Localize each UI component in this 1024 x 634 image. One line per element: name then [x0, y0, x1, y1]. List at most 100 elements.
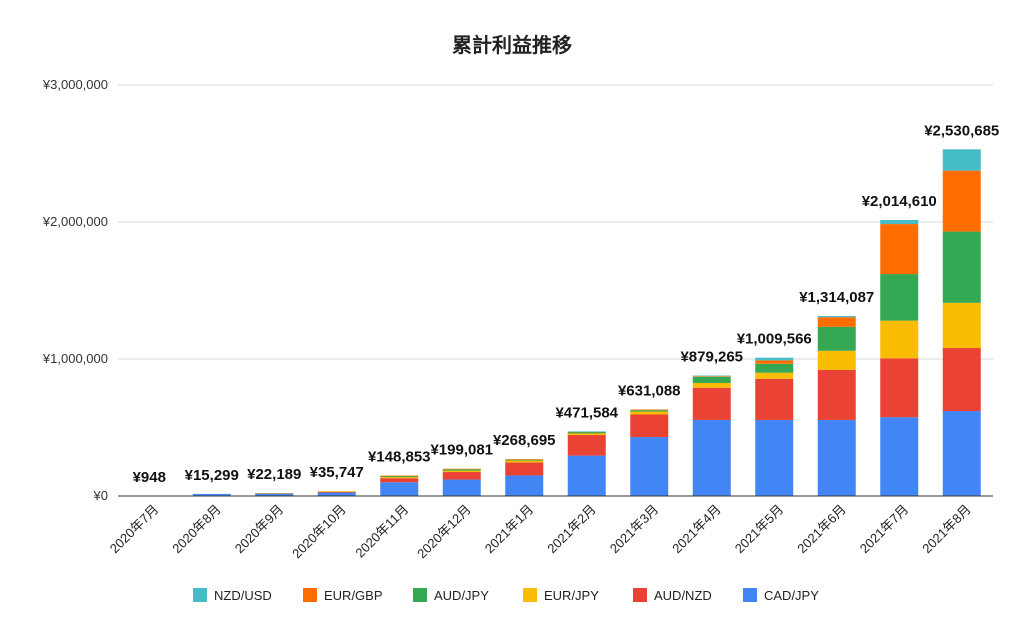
- y-tick-label: ¥1,000,000: [42, 351, 108, 366]
- total-label: ¥15,299: [185, 467, 239, 484]
- x-tick-label: 2021年7月: [857, 502, 912, 557]
- bar-segment: [817, 317, 856, 327]
- y-tick-label: ¥3,000,000: [42, 77, 108, 92]
- bar-segment: [255, 492, 294, 494]
- total-label: ¥879,265: [680, 349, 743, 366]
- x-tick-label: 2020年12月: [414, 502, 474, 562]
- bar-segment: [692, 376, 731, 383]
- bar-segment: [567, 431, 606, 432]
- bar-segment: [755, 357, 794, 361]
- bar-segment: [505, 460, 544, 463]
- bar-segment: [755, 378, 794, 420]
- total-label: ¥948: [133, 469, 166, 486]
- legend-swatch: [413, 588, 427, 602]
- bar-segment: [692, 387, 731, 420]
- bar-segment: [442, 470, 481, 473]
- bar-segment: [317, 492, 356, 496]
- legend: NZD/USD EUR/GBP AUD/JPY EUR/JPY AUD/NZD CAD/J…: [193, 588, 819, 603]
- bar-segment: [380, 475, 419, 477]
- bar-segment: [880, 274, 919, 321]
- bar-segment: [505, 462, 544, 476]
- bar-segment: [255, 493, 294, 496]
- legend-swatch: [633, 588, 647, 602]
- bar-segment: [630, 410, 669, 412]
- x-tick-label: 2020年10月: [289, 502, 349, 562]
- bar-segment: [942, 170, 981, 232]
- total-label: ¥35,747: [310, 464, 364, 481]
- bar-segment: [442, 469, 481, 471]
- bar-segment: [380, 477, 419, 479]
- bar-segment: [755, 419, 794, 496]
- bar-segment: [505, 459, 544, 460]
- legend-swatch: [193, 588, 207, 602]
- bar-segment: [817, 369, 856, 420]
- bar-segment: [880, 320, 919, 359]
- bar-segment: [505, 475, 544, 496]
- bar-segment: [942, 302, 981, 349]
- bar-segment: [380, 482, 419, 496]
- bar-segment: [880, 224, 919, 275]
- bar-segment: [817, 419, 856, 496]
- x-tick-label: 2021年6月: [794, 502, 849, 557]
- bar-segment: [755, 372, 794, 379]
- legend-swatch: [303, 588, 317, 602]
- bar-segment: [942, 231, 981, 303]
- bar-segment: [630, 411, 669, 415]
- x-tick-label: 2020年9月: [232, 502, 287, 557]
- x-tick-label: 2020年7月: [107, 502, 162, 557]
- bar-segment: [505, 459, 544, 461]
- total-label: ¥268,695: [493, 432, 556, 449]
- total-label: ¥1,009,566: [737, 331, 812, 348]
- bar-segment: [442, 479, 481, 496]
- x-tick-label: 2020年8月: [169, 502, 224, 557]
- bar-segment: [442, 472, 481, 480]
- bar-segment: [942, 411, 981, 496]
- legend-swatch: [523, 588, 537, 602]
- legend-label: AUD/NZD: [654, 588, 712, 603]
- total-label: ¥22,189: [247, 466, 301, 483]
- total-label: ¥631,088: [618, 383, 681, 400]
- total-label: ¥2,530,685: [924, 122, 999, 139]
- x-tick-label: 2021年5月: [732, 502, 787, 557]
- legend-swatch: [743, 588, 757, 602]
- bar-segment: [630, 409, 669, 411]
- total-labels: ¥948 ¥15,299 ¥22,189 ¥35,747¥148,853 ¥199,08…: [133, 122, 1000, 486]
- chart-title: 累計利益推移: [452, 33, 572, 57]
- x-tick-label: 2021年8月: [919, 502, 974, 557]
- legend-label: EUR/JPY: [544, 588, 599, 603]
- bar-segment: [317, 491, 356, 493]
- legend-label: AUD/JPY: [434, 588, 489, 603]
- bar-segment: [692, 375, 731, 377]
- legend-label: EUR/GBP: [324, 588, 383, 603]
- bar-segment: [380, 475, 419, 478]
- x-tick-label: 2020年11月: [352, 502, 411, 561]
- bar-segment: [567, 455, 606, 496]
- bar-segment: [880, 219, 919, 225]
- bar-segment: [192, 493, 231, 496]
- total-label: ¥471,584: [555, 404, 618, 421]
- x-axis-ticks: 2020年7月 2020年8月 2020年9月 2020年10月 2020年11月 202…: [107, 502, 974, 562]
- total-label: ¥199,081: [430, 442, 493, 459]
- bar-segment: [880, 417, 919, 496]
- total-label: ¥1,314,087: [799, 289, 874, 306]
- legend-label: NZD/USD: [214, 588, 272, 603]
- bar-segment: [942, 348, 981, 412]
- x-tick-label: 2021年3月: [607, 502, 662, 557]
- bar-segment: [692, 419, 731, 496]
- bar-segment: [817, 350, 856, 370]
- bar-segment: [442, 468, 481, 470]
- total-label: ¥2,014,610: [862, 193, 937, 210]
- legend-label: CAD/JPY: [764, 588, 819, 603]
- bar-segment: [380, 478, 419, 483]
- bar-segment: [942, 149, 981, 171]
- x-tick-label: 2021年4月: [669, 502, 724, 557]
- bar-segment: [692, 382, 731, 388]
- bar-segment: [755, 363, 794, 373]
- bar-segment: [692, 376, 731, 377]
- bar-segment: [567, 435, 606, 456]
- bar-segment: [567, 432, 606, 434]
- bar-segment: [817, 326, 856, 351]
- bar-segment: [630, 437, 669, 496]
